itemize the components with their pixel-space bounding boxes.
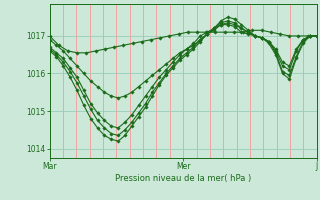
X-axis label: Pression niveau de la mer( hPa ): Pression niveau de la mer( hPa ) bbox=[115, 174, 251, 183]
